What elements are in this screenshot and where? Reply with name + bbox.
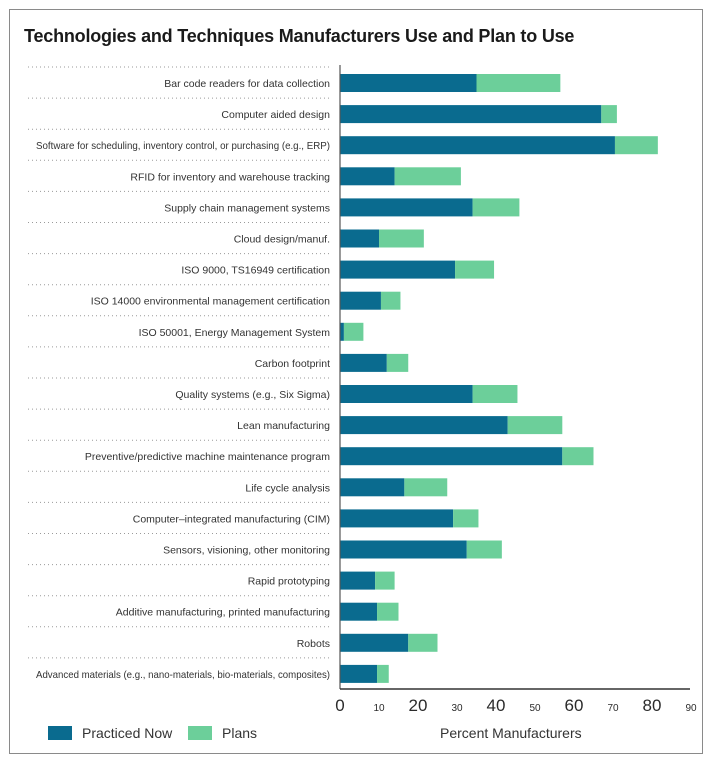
bar-plans [408, 633, 438, 652]
bar-plans [562, 447, 594, 466]
bar-plans [614, 136, 658, 155]
category-label: Additive manufacturing, printed manufact… [116, 607, 330, 619]
bar-practiced-now [340, 353, 387, 372]
bar-plans [455, 260, 495, 279]
category-label: Lean manufacturing [237, 420, 330, 432]
x-tick-label: 0 [335, 696, 344, 715]
bar-practiced-now [340, 105, 602, 124]
x-tick-label: 10 [373, 703, 385, 714]
bar-plans [394, 167, 461, 186]
bar-plans [601, 105, 617, 124]
bar-practiced-now [340, 664, 378, 683]
category-rows: Bar code readers for data collection Comp… [28, 66, 332, 681]
category-label: Life cycle analysis [245, 482, 330, 494]
category-label: Supply chain management systems [164, 202, 330, 214]
bars [340, 74, 658, 683]
category-label: ISO 14000 environmental management certi… [91, 296, 330, 308]
bar-practiced-now [340, 478, 405, 497]
x-tick-label: 80 [643, 696, 662, 715]
bar-plans [476, 74, 561, 92]
bar-practiced-now [340, 291, 381, 310]
category-label: Cloud design/manuf. [234, 234, 330, 246]
bar-practiced-now [340, 198, 473, 217]
bar-plans [386, 353, 409, 372]
bar-plans [379, 229, 424, 248]
bar-practiced-now [340, 416, 508, 435]
category-label: RFID for inventory and warehouse trackin… [130, 171, 330, 183]
x-tick-label: 60 [565, 696, 584, 715]
x-tick-label: 30 [451, 703, 463, 714]
bar-practiced-now [340, 167, 395, 186]
bar-plans [472, 198, 520, 217]
category-label: Advanced materials (e.g., nano-materials… [36, 669, 330, 681]
category-label: Bar code readers for data collection [164, 78, 330, 90]
category-label: Computer–integrated manufacturing (CIM) [133, 513, 330, 525]
legend-item-plans: Plans [188, 725, 257, 741]
bar-practiced-now [340, 571, 376, 590]
legend-swatch-plans [188, 726, 212, 740]
bar-practiced-now [340, 509, 454, 528]
category-label: ISO 50001, Energy Management System [139, 327, 331, 339]
category-label: Computer aided design [221, 109, 330, 121]
bar-practiced-now [340, 136, 615, 155]
bar-plans [507, 416, 563, 435]
legend-label-practiced-now: Practiced Now [82, 725, 173, 741]
bar-plans [375, 571, 395, 590]
bar-practiced-now [340, 447, 563, 466]
category-label: Robots [297, 638, 330, 650]
bar-practiced-now [340, 74, 477, 92]
bar-practiced-now [340, 540, 467, 559]
bar-plans [472, 385, 518, 403]
x-tick-label: 70 [607, 703, 619, 714]
legend-label-plans: Plans [222, 725, 258, 741]
x-axis: 0 10 20 30 40 50 60 70 80 90 [335, 65, 697, 715]
bar-plans [404, 478, 448, 497]
bar-practiced-now [340, 229, 379, 248]
chart-title: Technologies and Techniques Manufacturer… [24, 26, 575, 46]
x-tick-label: 40 [487, 696, 506, 715]
legend-swatch-practiced-now [48, 726, 72, 740]
bar-practiced-now [340, 260, 456, 279]
bar-practiced-now [340, 322, 344, 341]
x-tick-label: 50 [529, 703, 541, 714]
category-label: ISO 9000, TS16949 certification [181, 265, 330, 277]
category-label: Preventive/predictive machine maintenanc… [85, 451, 330, 463]
category-label: Rapid prototyping [248, 576, 330, 588]
category-label: Quality systems (e.g., Six Sigma) [175, 389, 330, 401]
category-label: Software for scheduling, inventory contr… [36, 140, 330, 152]
category-label: Carbon footprint [255, 358, 330, 370]
bar-plans [343, 322, 364, 341]
chart-frame [9, 9, 703, 754]
category-label: Sensors, visioning, other monitoring [163, 545, 330, 557]
bar-plans [377, 602, 399, 621]
bar-plans [466, 540, 502, 559]
x-tick-label: 20 [409, 696, 428, 715]
bar-plans [377, 664, 389, 683]
bar-practiced-now [340, 602, 378, 621]
x-tick-label: 90 [685, 703, 697, 714]
bar-practiced-now [340, 385, 473, 403]
bar-practiced-now [340, 633, 409, 652]
bar-plans [380, 291, 401, 310]
legend-item-practiced-now: Practiced Now [48, 725, 172, 741]
bar-plans [453, 509, 479, 528]
x-axis-label: Percent Manufacturers [440, 725, 582, 741]
